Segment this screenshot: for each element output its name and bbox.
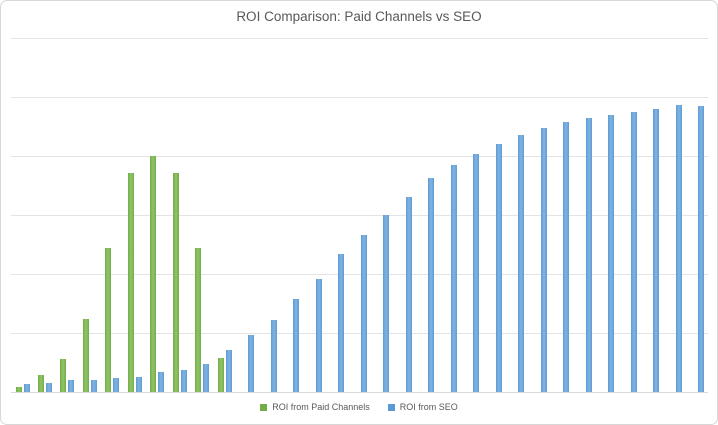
bar-seo <box>360 235 367 392</box>
bar-seo <box>698 106 705 392</box>
bar-seo <box>113 377 120 392</box>
bar-seo <box>608 114 615 392</box>
bar-seo <box>23 383 30 392</box>
bar-seo <box>270 320 277 392</box>
plot-area <box>11 38 708 393</box>
bar-seo <box>563 121 570 392</box>
bar-seo <box>428 178 435 392</box>
gridline <box>11 38 708 39</box>
bar-seo <box>518 134 525 392</box>
bar-seo <box>315 278 322 392</box>
bar-paid <box>150 156 157 392</box>
bar-seo <box>293 298 300 392</box>
gridline <box>11 274 708 275</box>
bar-paid <box>217 357 224 392</box>
legend: ROI from Paid Channels ROI from SEO <box>1 402 717 412</box>
bar-seo <box>225 349 232 392</box>
bar-seo <box>203 363 210 392</box>
bar-seo <box>405 197 412 392</box>
bar-seo <box>90 380 97 392</box>
legend-swatch-paid-icon <box>260 403 268 411</box>
legend-swatch-seo-icon <box>387 403 395 411</box>
legend-item-paid: ROI from Paid Channels <box>260 402 370 412</box>
bar-seo <box>473 153 480 392</box>
bar-paid <box>195 248 202 392</box>
bar-seo <box>248 335 255 392</box>
bar-seo <box>158 371 165 392</box>
bar-seo <box>585 118 592 392</box>
bar-seo <box>675 105 682 392</box>
legend-item-seo: ROI from SEO <box>387 402 458 412</box>
bar-paid <box>172 172 179 392</box>
bar-seo <box>450 165 457 392</box>
bar-paid <box>15 387 22 392</box>
bar-seo <box>383 215 390 392</box>
bar-seo <box>630 112 637 392</box>
gridline <box>11 156 708 157</box>
bar-seo <box>495 144 502 392</box>
gridline <box>11 215 708 216</box>
bar-seo <box>135 376 142 392</box>
legend-label-seo: ROI from SEO <box>399 402 458 412</box>
bar-seo <box>68 380 75 392</box>
bar-paid <box>60 358 67 392</box>
bar-seo <box>45 382 52 392</box>
bar-seo <box>540 127 547 392</box>
bar-paid <box>105 248 112 392</box>
gridline <box>11 333 708 334</box>
bar-seo <box>180 369 187 392</box>
bar-seo <box>338 253 345 392</box>
bar-paid <box>127 172 134 392</box>
legend-label-paid: ROI from Paid Channels <box>272 402 370 412</box>
x-axis-baseline <box>11 392 708 393</box>
chart-title: ROI Comparison: Paid Channels vs SEO <box>236 9 482 24</box>
gridline <box>11 97 708 98</box>
bar-paid <box>37 375 44 392</box>
bar-seo <box>653 108 660 392</box>
bar-paid <box>82 318 89 392</box>
